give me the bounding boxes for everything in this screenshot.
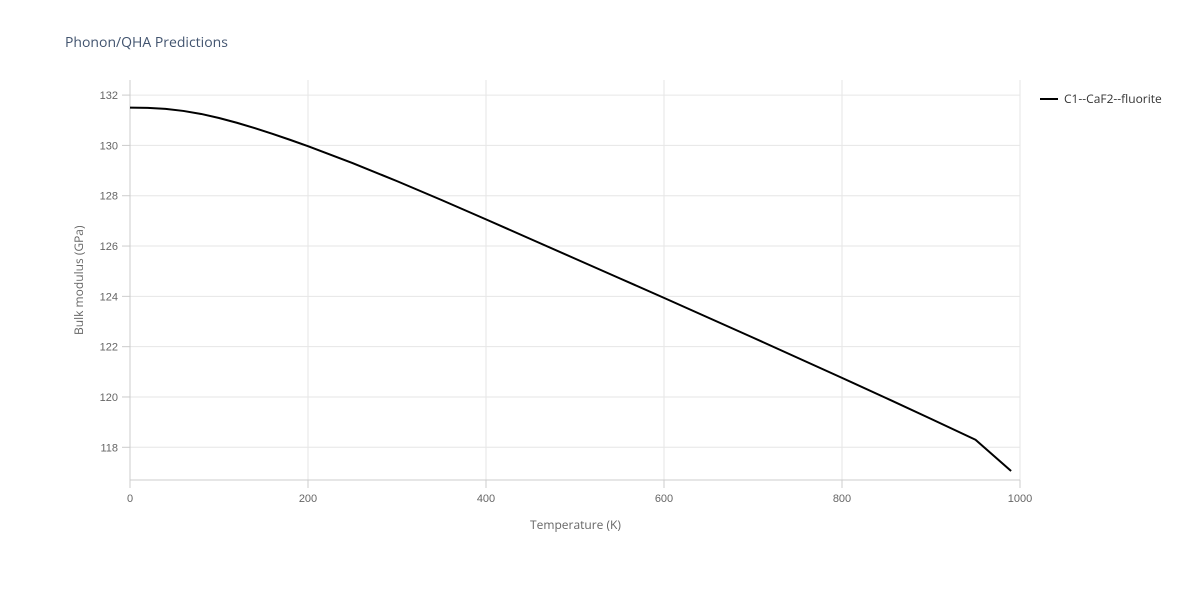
svg-text:800: 800	[833, 493, 851, 505]
chart-container: Phonon/QHA Predictions 02004006008001000…	[0, 0, 1200, 600]
svg-text:124: 124	[100, 291, 118, 303]
svg-text:120: 120	[100, 392, 118, 404]
svg-text:118: 118	[100, 442, 118, 454]
svg-text:126: 126	[100, 241, 118, 253]
svg-text:400: 400	[477, 493, 495, 505]
svg-text:0: 0	[127, 493, 133, 505]
svg-text:600: 600	[655, 493, 673, 505]
legend-swatch-icon	[1040, 98, 1058, 100]
svg-text:1000: 1000	[1008, 493, 1032, 505]
y-axis-label: Bulk modulus (GPa)	[70, 225, 87, 335]
legend: C1--CaF2--fluorite	[1040, 90, 1162, 107]
x-axis-label: Temperature (K)	[530, 516, 621, 533]
svg-text:122: 122	[100, 342, 118, 354]
line-chart-svg: 0 200 400 600 800 1000 118 120 122 124 126 128 130 13…	[0, 0, 1200, 600]
svg-text:130: 130	[100, 140, 118, 152]
svg-text:128: 128	[100, 191, 118, 203]
svg-text:200: 200	[299, 493, 317, 505]
legend-item-label: C1--CaF2--fluorite	[1064, 90, 1162, 107]
svg-text:132: 132	[100, 90, 118, 102]
